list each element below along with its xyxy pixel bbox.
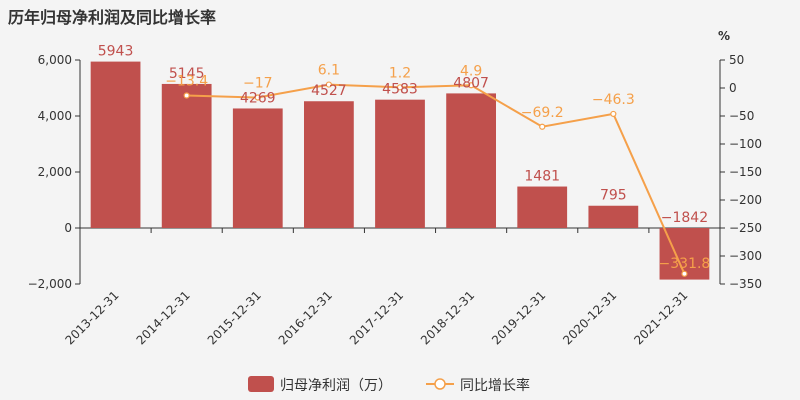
y-right-tick-label: 50 <box>729 53 744 67</box>
growth-value-label: 1.2 <box>389 65 411 81</box>
y-right-unit-label: % <box>718 29 730 43</box>
x-tick-label: 2021-12-31 <box>631 288 690 347</box>
bar-value-label: 4807 <box>453 75 489 91</box>
y-left-tick-label: 0 <box>64 221 72 235</box>
bar-value-label: −1842 <box>661 210 708 226</box>
legend-bar-swatch <box>248 376 274 392</box>
bar <box>446 93 496 229</box>
growth-line <box>186 83 686 275</box>
growth-point <box>325 81 332 88</box>
growth-value-label: −69.2 <box>521 105 564 121</box>
bar <box>517 186 568 228</box>
growth-value-label: 6.1 <box>318 63 340 79</box>
growth-point <box>610 110 617 118</box>
bar <box>588 205 639 228</box>
bar-value-label: 4527 <box>311 83 347 99</box>
y-left-tick-label: 4,000 <box>38 109 72 123</box>
legend-bar-label: 归母净利润（万） <box>280 377 392 394</box>
growth-value-label: −331.8 <box>659 256 711 272</box>
growth-point <box>254 94 261 101</box>
growth-point <box>396 84 404 91</box>
bar-value-label: 1481 <box>524 169 560 185</box>
growth-value-label: 4.9 <box>460 63 482 79</box>
bar-value-label: 5943 <box>98 44 134 60</box>
bar <box>90 61 141 228</box>
bar <box>161 83 212 228</box>
growth-point <box>183 92 190 99</box>
bar-value-label: 795 <box>600 188 627 204</box>
growth-point <box>681 270 688 277</box>
x-tick-label: 2013-12-31 <box>62 288 121 347</box>
y-left-tick-label: 2,000 <box>38 165 72 179</box>
x-tick-label: 2019-12-31 <box>489 288 548 347</box>
bar-value-label: 5145 <box>169 66 205 82</box>
y-right-tick-label: −50 <box>729 109 754 123</box>
growth-point <box>539 123 546 130</box>
y-right-tick-label: −250 <box>729 221 762 235</box>
growth-value-label: −17 <box>243 76 273 92</box>
y-right-tick-label: −150 <box>729 165 762 179</box>
x-tick-label: 2018-12-31 <box>418 288 477 347</box>
bar-value-label: 4583 <box>382 82 418 98</box>
y-right-tick-label: −100 <box>729 137 762 151</box>
bar <box>375 99 425 229</box>
x-tick-label: 2020-12-31 <box>560 288 619 347</box>
bar-value-label: 4269 <box>240 90 276 106</box>
chart-title: 历年归母净利润及同比增长率 <box>8 8 217 27</box>
legend-line-marker <box>434 378 446 390</box>
y-left-tick-label: 6,000 <box>38 53 72 67</box>
y-right-tick-label: −350 <box>729 277 762 291</box>
x-tick-label: 2015-12-31 <box>205 288 264 347</box>
growth-point <box>468 82 475 89</box>
y-right-tick-label: −300 <box>729 249 762 263</box>
growth-value-label: −13.4 <box>165 74 208 90</box>
y-right-tick-label: −200 <box>729 193 762 207</box>
legend-line-label: 同比增长率 <box>460 377 530 394</box>
y-right-tick-label: 0 <box>729 81 737 95</box>
growth-value-label: −46.3 <box>592 92 635 108</box>
bar <box>232 108 283 228</box>
y-left-tick-label: −2,000 <box>28 277 72 291</box>
x-tick-label: 2016-12-31 <box>276 288 335 347</box>
x-tick-label: 2017-12-31 <box>347 288 406 347</box>
bar <box>304 101 354 228</box>
x-tick-label: 2014-12-31 <box>134 288 193 347</box>
